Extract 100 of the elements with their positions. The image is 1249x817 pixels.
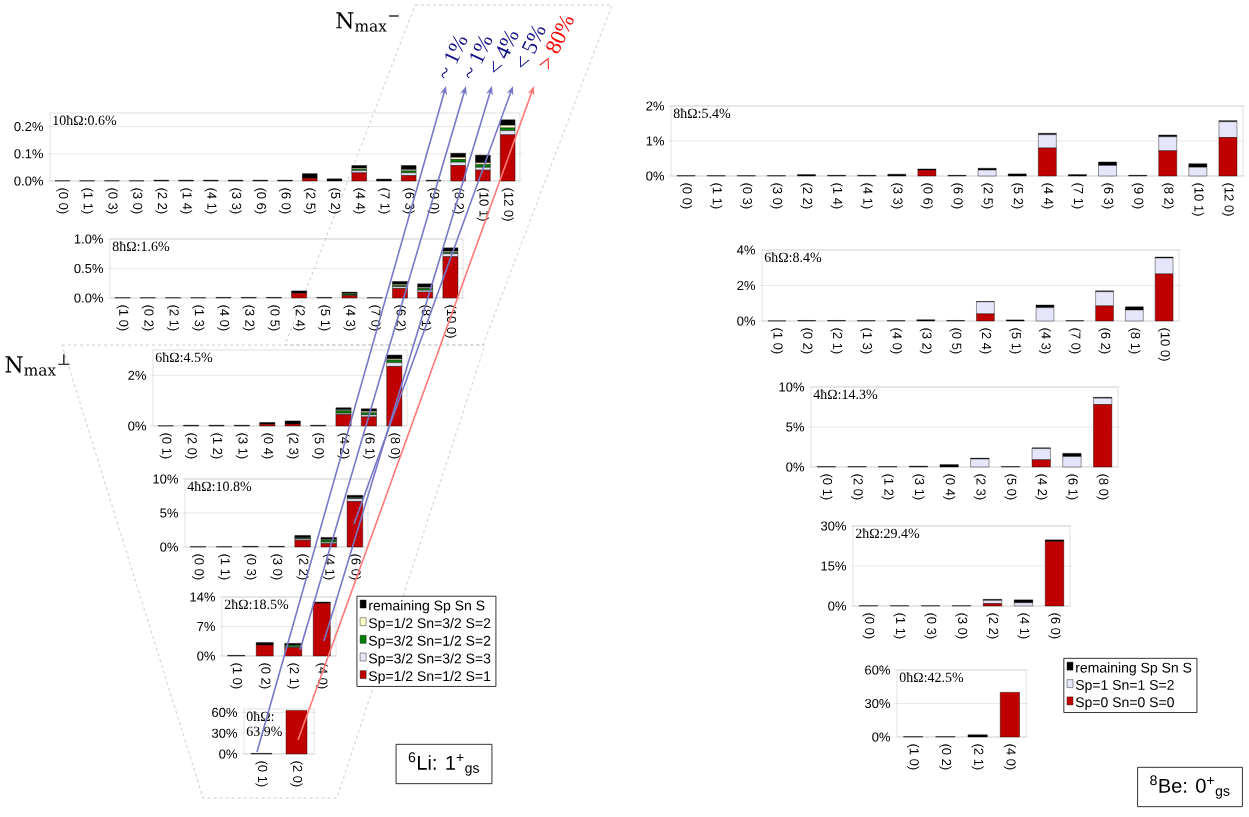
x-tick-label: (1 0) [116, 305, 129, 331]
x-tick-label: (3 2) [242, 305, 255, 331]
x-tick-label: (1 0) [230, 663, 243, 689]
chart-title: 4ħΩ:14.3% [813, 389, 878, 400]
y-tick-label: 0.2% [14, 121, 44, 132]
x-tick-label: (0 0) [192, 554, 205, 580]
x-tick-label: (6 0) [950, 183, 964, 209]
x-tick-label: (7 0) [368, 305, 381, 331]
x-tick-label: (0 6) [254, 188, 267, 214]
x-tick-label: (1 1) [893, 613, 906, 639]
x-tick-label: (0 1) [255, 761, 268, 787]
text: ~ 1% [466, 35, 493, 79]
x-tick-label: (2 1) [287, 663, 300, 689]
x-tick-label: (2 1) [830, 328, 843, 354]
x-tick-label: (1 4) [830, 183, 843, 209]
y-tick-label: 0% [128, 421, 147, 431]
x-tick-label: (2 4) [979, 328, 992, 354]
x-tick-label: (2 0) [851, 474, 864, 500]
x-tick-label: (4 0) [889, 328, 903, 354]
chart-title: 0ħΩ:42.5% [899, 672, 964, 683]
y-tick-label: 1% [646, 136, 665, 146]
x-tick-label: (3 3) [890, 183, 903, 209]
y-tick-label: 0% [219, 749, 238, 759]
x-tick-label: (0 3) [105, 188, 118, 214]
y-tick-label: 4% [736, 245, 756, 255]
y-tick-label: 10% [779, 382, 805, 392]
x-tick-label: (5 2) [1011, 183, 1024, 209]
x-tick-label: (0 2) [258, 663, 271, 689]
x-tick-label: (4 1) [860, 183, 873, 209]
x-tick-label: (0 2) [800, 328, 813, 354]
y-tick-label: 10% [153, 474, 179, 484]
y-tick-label: 0% [160, 542, 179, 552]
text: $^{8}$Be: 0$^{+}$gs [1150, 775, 1230, 799]
x-tick-label: (0 4) [943, 474, 956, 500]
x-tick-label: (10 0) [1158, 328, 1171, 361]
x-tick-label: (4 0) [217, 305, 230, 331]
x-tick-label: (1 0) [770, 328, 783, 354]
x-tick-label: (6 2) [1098, 328, 1111, 354]
x-tick-label: (8 0) [388, 433, 401, 459]
x-tick-label: (8 2) [1161, 183, 1174, 209]
x-tick-label: (4 2) [1035, 474, 1048, 500]
chart-title: 8ħΩ:5.4% [673, 108, 731, 119]
x-tick-label: (0 6) [920, 183, 933, 209]
y-tick-label: 7% [197, 621, 216, 632]
text: N$_{max}$⊥ [5, 354, 70, 376]
x-tick-label: (5 0) [312, 433, 325, 459]
chart-title: 8ħΩ:1.6% [112, 241, 170, 252]
x-tick-label: (1 3) [860, 328, 873, 354]
x-tick-label: (4 4) [1041, 183, 1054, 209]
x-tick-label: (4 1) [1017, 613, 1030, 639]
y-tick-label: 0.5% [74, 263, 104, 274]
chart-title: 2ħΩ:29.4% [855, 528, 920, 539]
y-tick-label: 0% [197, 651, 216, 661]
x-tick-label: (10 1) [476, 188, 489, 221]
x-tick-label: (1 4) [180, 188, 193, 214]
x-tick-label: (4 1) [322, 554, 335, 580]
legend-label: Sp=0 Sn=0 S=0 [1075, 697, 1174, 710]
legend-label: remaining Sp Sn S [369, 600, 485, 614]
x-tick-label: (2 5) [981, 183, 994, 209]
y-tick-label: 5% [786, 422, 805, 432]
y-tick-label: 0% [786, 462, 805, 472]
text: N$_{max}$− [336, 12, 399, 32]
x-tick-label: (1 1) [81, 188, 94, 214]
x-tick-label: (7 1) [377, 188, 391, 214]
y-tick-label: 60% [212, 707, 238, 718]
x-tick-label: (0 0) [862, 613, 875, 639]
x-tick-label: (5 0) [1004, 474, 1017, 500]
x-tick-label: (0 1) [820, 474, 833, 500]
legend-label: Sp=3/2 Sn=3/2 S=3 [368, 653, 491, 667]
y-tick-label: 14% [190, 592, 216, 602]
y-tick-label: 2% [646, 101, 665, 111]
x-tick-label: (2 0) [290, 761, 303, 787]
x-tick-label: (0 0) [680, 183, 693, 209]
x-tick-label: (2 2) [155, 188, 168, 214]
x-tick-label: (6 0) [1048, 613, 1061, 639]
y-tick-label: 1.0% [74, 234, 104, 244]
x-tick-label: (1 3) [192, 305, 205, 331]
x-tick-label: (0 0) [56, 188, 69, 214]
x-tick-label: (3 1) [235, 433, 248, 459]
chart-title: 6ħΩ:8.4% [764, 252, 822, 263]
y-tick-label: 0% [646, 171, 665, 181]
x-tick-label: (2 5) [303, 188, 316, 214]
x-tick-label: (0 1) [159, 433, 172, 459]
x-tick-label: (3 3) [229, 188, 242, 214]
x-tick-label: (4 4) [353, 188, 366, 214]
x-tick-label: (6 1) [1065, 474, 1079, 500]
x-tick-label: (2 3) [973, 474, 986, 500]
x-tick-label: (10 1) [1191, 183, 1204, 216]
chart-title: 6ħΩ:4.5% [155, 352, 213, 363]
x-tick-label: (2 2) [800, 183, 813, 209]
text: < 4% [492, 30, 519, 73]
x-tick-label: (2 1) [166, 305, 180, 331]
x-tick-label: (1 0) [907, 744, 920, 770]
legend-label: Sp=1/2 Sn=3/2 S=2 [368, 617, 491, 631]
x-tick-label: (6 3) [1101, 183, 1114, 209]
x-tick-label: (12 0) [501, 188, 514, 221]
x-tick-label: (2 1) [971, 744, 984, 770]
x-tick-label: (1 2) [881, 474, 894, 500]
y-tick-label: 0% [872, 732, 891, 742]
x-tick-label: (5 1) [1009, 328, 1022, 354]
